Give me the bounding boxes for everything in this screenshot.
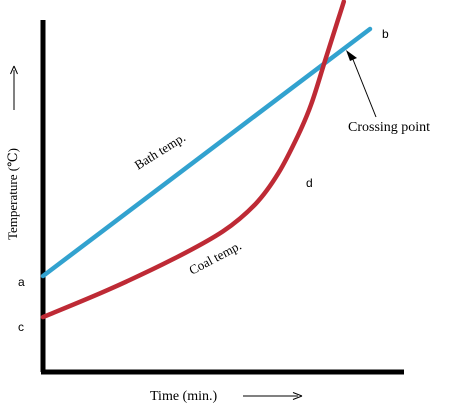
- y-axis-label: Temperature (℃): [5, 148, 20, 240]
- series-label-coal-temp: Coal temp.: [186, 238, 243, 278]
- series-line-bath-temp: [40, 26, 373, 279]
- point-label-c: c: [18, 320, 24, 334]
- y-axis-arrow-head: [10, 65, 18, 75]
- crossing-point-label: Crossing point: [348, 120, 430, 135]
- x-axis-label: Time (min.): [150, 389, 217, 404]
- series-label-bath-temp: Bath temp.: [132, 130, 188, 173]
- point-label-a: a: [18, 275, 25, 289]
- point-label-d: d: [306, 176, 313, 190]
- series-line-coal-temp: [40, 0, 347, 320]
- crossing-point-arrowhead: [346, 50, 357, 61]
- x-axis-arrow-head: [292, 392, 303, 400]
- point-label-b: b: [382, 27, 389, 41]
- crossing-point-pointer: [351, 56, 377, 118]
